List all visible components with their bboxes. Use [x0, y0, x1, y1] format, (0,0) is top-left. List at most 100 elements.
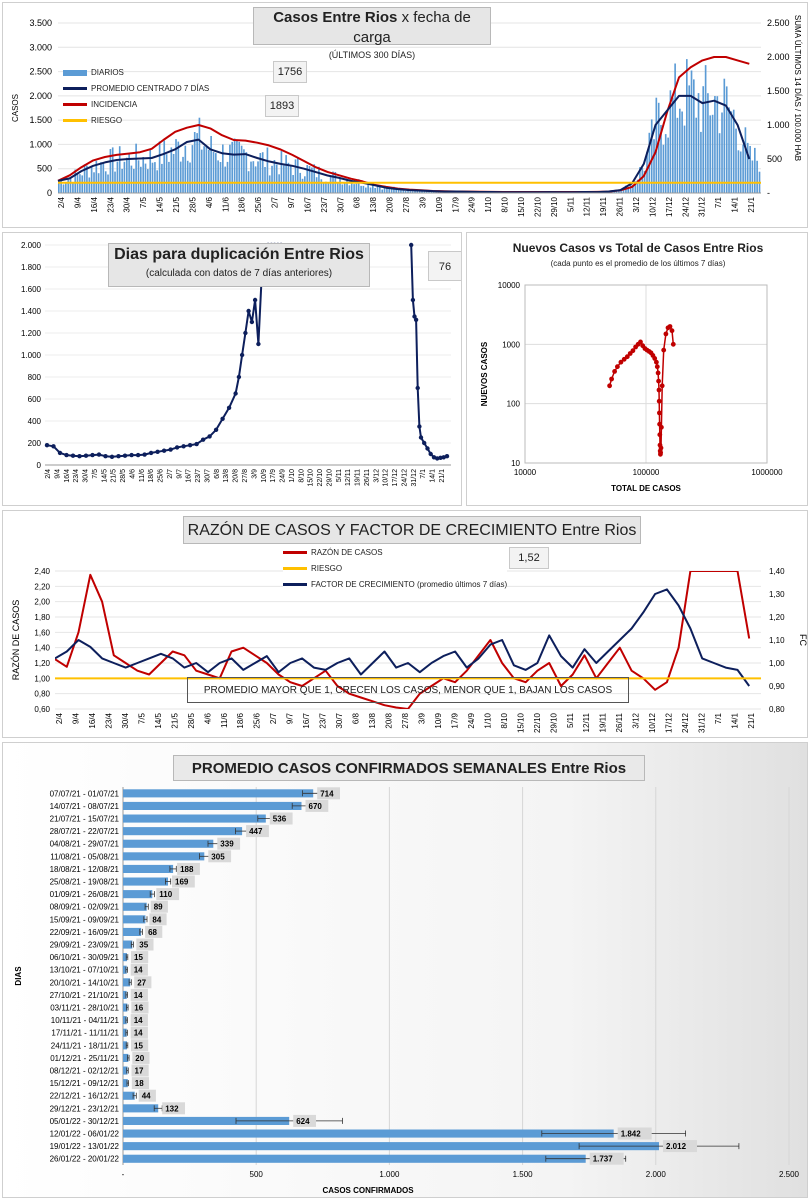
daily-bar	[74, 169, 77, 193]
x-tick-label: 19/11	[355, 469, 362, 486]
x-tick-label: 10/9	[435, 196, 444, 212]
x-tick-label: 7/5	[139, 196, 148, 208]
daily-bar	[393, 186, 395, 193]
scatter-point	[658, 450, 663, 455]
daily-bar	[62, 184, 65, 193]
x-tick-label: 30/4	[83, 469, 90, 483]
x-tick-label: 23/7	[319, 712, 328, 728]
daily-bar	[730, 111, 733, 193]
daily-bar	[102, 163, 105, 193]
x-tick-label: 1/10	[484, 196, 493, 212]
doubling-point	[239, 352, 245, 358]
x-tick-label: 18/6	[238, 196, 247, 212]
category-label: 05/01/22 - 30/12/21	[50, 1117, 120, 1126]
daily-bar	[257, 161, 259, 193]
category-label: 29/12/21 - 23/12/21	[50, 1104, 120, 1113]
x-tick-label: 12/11	[583, 196, 592, 216]
y-axis-label: NUEVOS CASOS	[480, 341, 489, 406]
y-tick-label: 1,00	[34, 674, 50, 683]
x-tick-label: 17/12	[665, 196, 674, 217]
x-tick-label: 21/5	[170, 712, 179, 728]
y-tick-label: 600	[28, 395, 42, 404]
x-tick-label: 9/7	[286, 712, 295, 724]
daily-bar	[189, 162, 191, 193]
daily-bar	[259, 153, 262, 193]
x-tick-label: 100000	[633, 468, 660, 477]
daily-bar	[60, 179, 62, 193]
weekly-bar	[123, 1053, 129, 1062]
value-label-bg	[138, 1089, 156, 1102]
legend-item-incidencia: INCIDENCIA	[63, 97, 209, 113]
category-label: 08/09/21 - 02/09/21	[50, 903, 120, 912]
scatter-point	[659, 424, 664, 430]
y-tick-label: 2,00	[34, 598, 50, 607]
x-tick-label: 2.500	[779, 1170, 800, 1179]
category-label: 10/11/21 - 04/11/21	[51, 1016, 120, 1025]
daily-bar	[275, 164, 278, 193]
value-label-bg	[130, 963, 148, 976]
weekly-average-chart: - 500 1.000 1.500 2.000 2.500 CASOS CONFIRMADO…	[14, 787, 800, 1195]
x-tick-label: 2/7	[269, 712, 278, 724]
growth-factor-line	[55, 588, 751, 687]
x-tick-label: 1000000	[751, 468, 783, 477]
value-label-bg	[150, 900, 168, 913]
x-tick-label: 22/10	[317, 469, 324, 487]
daily-bar	[397, 188, 400, 193]
y-tick-label: 1,20	[34, 659, 50, 668]
y-tick-label: 1.000	[29, 139, 52, 149]
daily-bar	[679, 108, 681, 193]
daily-bar	[294, 159, 297, 193]
y2-tick-label: 2.000	[767, 52, 790, 62]
daily-bar	[414, 191, 416, 193]
weekly-bar	[123, 890, 153, 899]
daily-bar	[210, 136, 212, 193]
daily-bar	[158, 141, 161, 193]
doubling-point	[425, 446, 430, 451]
value-label-bg	[130, 1026, 148, 1039]
daily-bar	[329, 175, 332, 193]
daily-bar	[191, 145, 194, 193]
daily-cases-chart: 0 500 1.000 1.500 2.000 2.500 3.000 3.500 - 500 1.…	[11, 15, 802, 217]
doubling-value: 76	[428, 251, 461, 281]
daily-bar	[702, 86, 705, 193]
weekly-bar	[123, 965, 127, 974]
daily-bar	[402, 189, 405, 193]
x-tick-label: 20/8	[385, 712, 394, 728]
legend-item-diarios: DIARIOS	[63, 65, 209, 81]
doubling-point	[246, 308, 251, 314]
x-tick-label: 18/6	[236, 712, 245, 728]
x-tick-label: 27/8	[402, 196, 411, 212]
doubling-point	[83, 453, 89, 458]
doubling-point	[44, 443, 50, 448]
doubling-point	[161, 448, 167, 453]
ratio-growth-panel: 0,60 0,80 1,00 1,20 1,40 1,60 1,80 2,00 2,20 2,40…	[2, 510, 808, 738]
x-tick-label: 24/9	[467, 712, 476, 728]
category-label: 14/07/21 - 08/07/21	[50, 802, 120, 811]
x-tick-label: 10/12	[648, 196, 657, 217]
doubling-point	[444, 454, 450, 459]
daily-bar	[660, 125, 662, 193]
daily-bar	[266, 147, 269, 193]
x-tick-label: 24/12	[681, 196, 690, 217]
daily-bar	[268, 175, 271, 193]
weekly-bar	[123, 990, 127, 999]
scatter-point	[659, 383, 665, 389]
x-tick-label: 3/9	[418, 196, 427, 208]
weekly-bar	[123, 978, 131, 987]
x-tick-label: 20/8	[386, 196, 395, 212]
value-label-bg	[589, 1152, 624, 1165]
daily-bar	[355, 183, 358, 193]
daily-bar	[707, 93, 709, 193]
x-tick-label: 26/11	[616, 196, 625, 216]
daily-bar	[411, 191, 414, 193]
daily-bar	[653, 139, 655, 193]
daily-bar	[236, 139, 238, 193]
daily-bar	[423, 190, 426, 193]
value-label: 20	[135, 1054, 144, 1063]
y2-tick-label: 0,80	[769, 705, 785, 714]
daily-bar	[100, 162, 102, 193]
daily-bar	[418, 191, 421, 193]
y-tick-label: 1000	[502, 340, 520, 349]
value-label: 68	[148, 928, 157, 937]
doubling-point	[142, 452, 147, 457]
